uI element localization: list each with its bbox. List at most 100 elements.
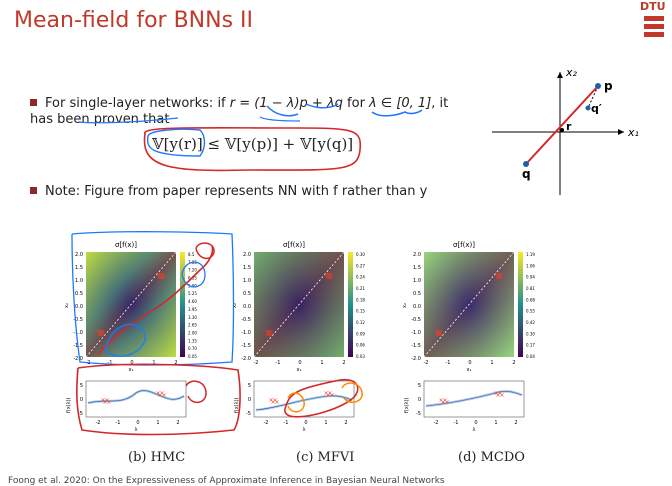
lower-x-tick: 2 xyxy=(344,420,347,426)
lower-x-tick: 1 xyxy=(156,420,159,426)
data-point: × xyxy=(160,275,165,282)
point-q xyxy=(523,161,529,167)
lower-y-tick: 5 xyxy=(248,383,251,389)
colorbar xyxy=(518,252,523,357)
colorbar-tick: 0.55 xyxy=(526,309,535,314)
y-tick-label: -2.0 xyxy=(241,356,251,362)
lower-y-tick: 0 xyxy=(418,397,421,403)
data-point: × xyxy=(272,397,277,404)
y-tick-label: 2.0 xyxy=(75,252,83,258)
x2-axis-label: x₂ xyxy=(565,70,578,79)
university-logo: DTU xyxy=(640,0,666,37)
data-point: × xyxy=(440,399,445,406)
y-tick-label: 0.5 xyxy=(75,291,83,297)
data-point: × xyxy=(434,332,439,339)
y-tick-label: 2.0 xyxy=(413,252,421,258)
data-point: × xyxy=(495,392,500,399)
lower-x-tick: 0 xyxy=(136,420,139,426)
colorbar xyxy=(180,252,185,357)
x-tick-label: 2 xyxy=(342,360,345,366)
colorbar-tick: 0.70 xyxy=(188,346,197,351)
y-tick-label: -2.0 xyxy=(73,356,83,362)
colorbar-tick: 4.60 xyxy=(188,299,197,304)
data-point: × xyxy=(494,272,499,279)
lower-y-tick: 5 xyxy=(418,383,421,389)
variance-inequality: 𝕍[y(r)] ≤ 𝕍[y(p)] + 𝕍[y(q)] xyxy=(152,135,354,153)
diagonal xyxy=(423,251,515,358)
x-tick-label: -1 xyxy=(276,360,281,366)
data-point: × xyxy=(498,275,503,282)
lower-x-tick: 1 xyxy=(324,420,327,426)
lower-y-tick: 5 xyxy=(80,383,83,389)
data-point: × xyxy=(498,272,503,279)
data-point: × xyxy=(326,275,331,282)
colorbar-tick: 3.30 xyxy=(188,315,197,320)
y-tick-label: 1.5 xyxy=(75,265,83,271)
y-tick-label: -1.0 xyxy=(411,330,421,336)
diagonal xyxy=(253,251,345,358)
y-tick-label: -1.5 xyxy=(241,343,251,349)
data-point: × xyxy=(274,399,279,406)
data-point: × xyxy=(499,392,504,399)
y-tick-label: 1.0 xyxy=(413,278,421,284)
panel-title: σ[f(x)] xyxy=(283,241,305,249)
svg-text:DTU: DTU xyxy=(640,0,666,13)
caption-mcdo: (d) MCDO xyxy=(458,450,525,465)
colorbar-tick: 5.90 xyxy=(188,283,197,288)
y-tick-label: 0.5 xyxy=(243,291,251,297)
y-tick-label: 0.0 xyxy=(243,304,251,310)
colorbar-tick: 2.65 xyxy=(188,323,197,328)
lower-y-tick: 0 xyxy=(80,397,83,403)
x-tick-label: -1 xyxy=(108,360,113,366)
data-point: × xyxy=(438,329,443,336)
data-point: × xyxy=(100,332,105,339)
colorbar-tick: 0.24 xyxy=(356,275,365,280)
data-point: × xyxy=(438,397,443,404)
data-point: × xyxy=(106,399,111,406)
y-tick-label: 1.0 xyxy=(243,278,251,284)
bullet-marker xyxy=(30,99,37,106)
y-tick-label: -1.0 xyxy=(73,330,83,336)
caption-mfvi: (c) MFVI xyxy=(296,450,355,465)
y-axis-label: x₂ xyxy=(64,303,70,308)
y-tick-label: -2.0 xyxy=(411,356,421,362)
p-label: p xyxy=(604,79,613,93)
x-tick-label: -2 xyxy=(86,360,91,366)
colorbar-tick: 0.17 xyxy=(526,343,535,348)
panel-mcdo: σ[f(x)]2.01.51.00.50.0-0.5-1.0-1.5-2.0-2… xyxy=(402,241,535,433)
bullet-marker xyxy=(30,187,37,194)
y-tick-label: -0.5 xyxy=(73,317,83,323)
q-label: q xyxy=(522,167,531,181)
lower-x-tick: -2 xyxy=(96,420,101,426)
y-tick-label: 0.0 xyxy=(75,304,83,310)
data-point: × xyxy=(494,275,499,282)
bullet-formula: r = (1 − λ)p + λq xyxy=(229,96,343,111)
data-point: × xyxy=(270,399,275,406)
colorbar-tick: 7.85 xyxy=(188,260,197,265)
colorbar-tick: 0.12 xyxy=(356,320,365,325)
x-tick-label: 1 xyxy=(152,360,155,366)
lower-y-label: f(x(λ)) xyxy=(234,397,240,413)
panel-title: σ[f(x)] xyxy=(453,241,475,249)
x-tick-label: 1 xyxy=(320,360,323,366)
lower-x-tick: -2 xyxy=(264,420,269,426)
lower-y-tick: -5 xyxy=(246,411,251,417)
bullet-range: λ ∈ [0, 1] xyxy=(369,96,432,111)
lower-y-tick: 0 xyxy=(248,397,251,403)
panel-title: σ[f(x)] xyxy=(115,241,137,249)
x1-axis-label: x₁ xyxy=(627,126,639,139)
lower-x-tick: -2 xyxy=(434,420,439,426)
colorbar-tick: 0.18 xyxy=(356,297,365,302)
x-tick-label: 2 xyxy=(174,360,177,366)
x-tick-label: 1 xyxy=(490,360,493,366)
lower-x-tick: 2 xyxy=(514,420,517,426)
slide-title: Mean-field for BNNs II xyxy=(14,8,254,33)
y-axis-label: x₂ xyxy=(232,303,238,308)
data-point: × xyxy=(324,272,329,279)
lower-x-tick: -1 xyxy=(454,420,459,426)
y-axis-label: x₂ xyxy=(402,303,408,308)
lower-x-tick: 0 xyxy=(474,420,477,426)
colorbar-tick: 6.55 xyxy=(188,276,197,281)
citation-footer: Foong et al. 2020: On the Expressiveness… xyxy=(8,476,445,486)
data-point: × xyxy=(329,392,334,399)
